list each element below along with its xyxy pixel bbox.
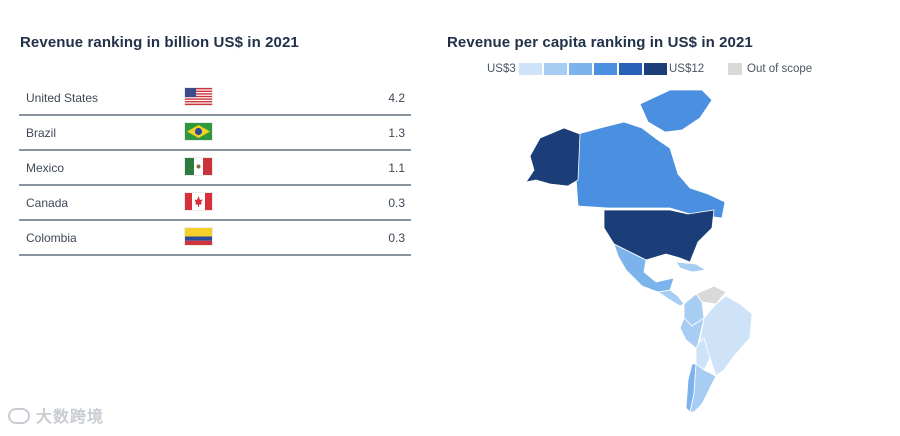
legend-out-of-scope-label: Out of scope — [747, 63, 813, 75]
left-panel-title: Revenue ranking in billion US$ in 2021 — [20, 34, 299, 51]
logo-icon — [8, 408, 30, 424]
revenue-value: 0.3 — [388, 231, 405, 245]
right-panel-title: Revenue per capita ranking in US$ in 202… — [447, 34, 753, 51]
table-row: Mexico 1.1 — [19, 151, 411, 186]
map-region-greenland[interactable] — [639, 89, 713, 133]
revenue-value: 4.2 — [388, 91, 405, 105]
legend-min-label: US$3 — [487, 63, 516, 75]
map-region-canada[interactable] — [575, 121, 726, 219]
table-row: Canada 0.3 — [19, 186, 411, 221]
revenue-value: 1.1 — [388, 161, 405, 175]
americas-choropleth-map — [525, 89, 753, 413]
table-row: Colombia 0.3 — [19, 221, 411, 256]
map-region-argentina[interactable] — [689, 363, 717, 413]
mexico-flag-icon — [185, 158, 212, 175]
legend-swatch — [544, 63, 567, 75]
legend-swatch — [644, 63, 667, 75]
revenue-ranking-table: United States 4.2 Brazil 1.3 Mexico — [19, 81, 411, 256]
country-name: Canada — [26, 196, 69, 210]
colombia-flag-icon — [185, 228, 212, 245]
canada-flag-icon — [185, 193, 212, 210]
country-name: Mexico — [26, 161, 65, 175]
map-region-caribbean[interactable] — [675, 261, 708, 273]
country-name: United States — [26, 91, 99, 105]
watermark-text: 大数跨境 — [36, 409, 105, 426]
us-flag-icon — [185, 88, 212, 105]
legend-swatch — [594, 63, 617, 75]
revenue-value: 0.3 — [388, 196, 405, 210]
map-region-mexico[interactable] — [613, 243, 675, 293]
map-region-central-america[interactable] — [656, 289, 685, 307]
legend-out-of-scope-swatch — [728, 63, 742, 75]
country-name: Brazil — [26, 126, 57, 140]
table-row: Brazil 1.3 — [19, 116, 411, 151]
revenue-value: 1.3 — [388, 126, 405, 140]
table-row: United States 4.2 — [19, 81, 411, 116]
legend-swatch — [619, 63, 642, 75]
legend-max-label: US$12 — [669, 63, 705, 75]
brazil-flag-icon — [185, 123, 212, 140]
legend-swatch — [569, 63, 592, 75]
legend-swatch — [519, 63, 542, 75]
country-name: Colombia — [26, 231, 77, 245]
map-region-alaska[interactable] — [525, 127, 581, 187]
watermark: 大数跨境 — [8, 403, 104, 427]
